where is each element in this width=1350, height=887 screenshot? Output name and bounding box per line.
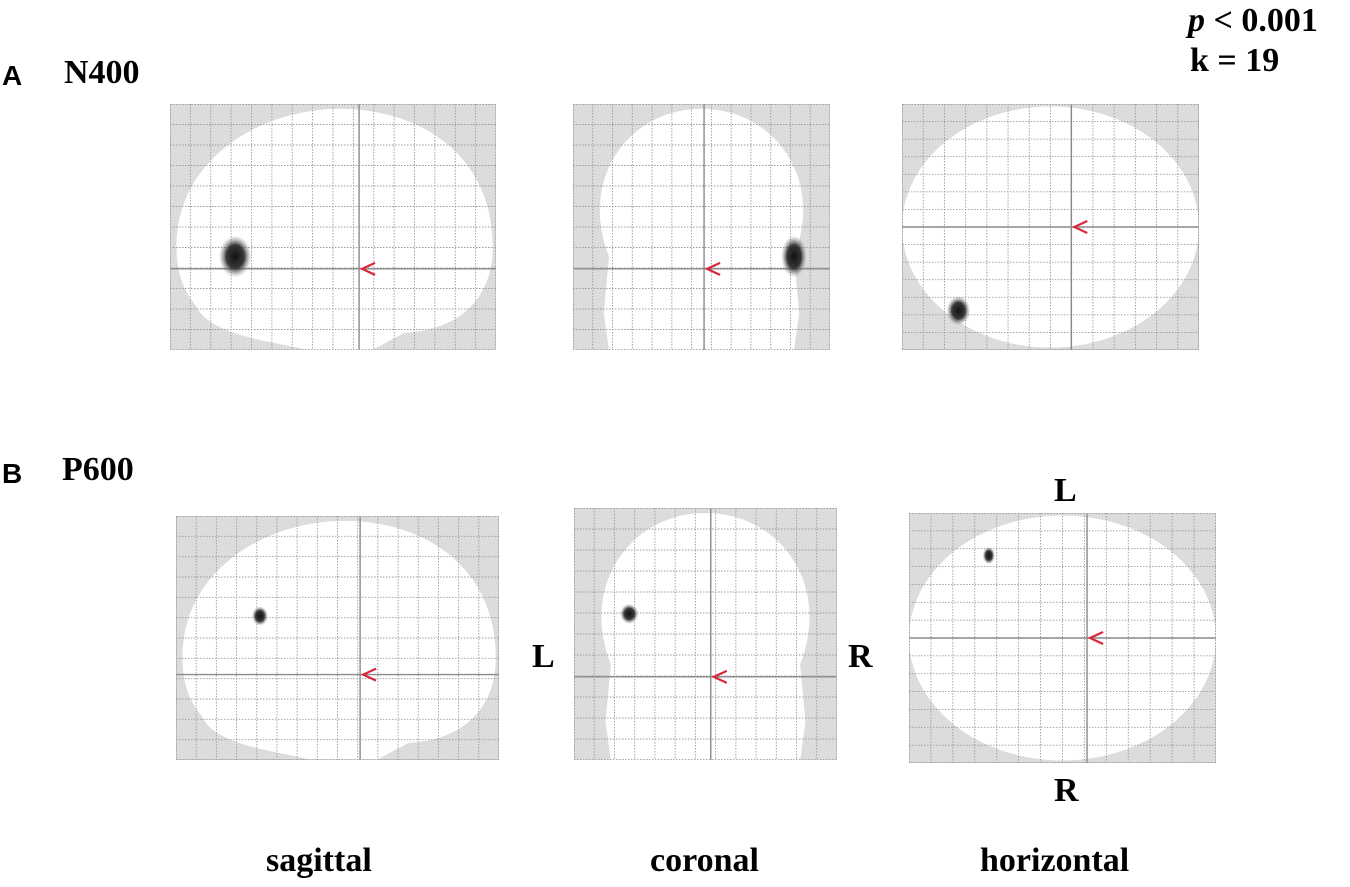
panel-b-title: P600 <box>62 451 134 488</box>
brain-silhouette <box>182 520 496 760</box>
cursor-chevron-icon <box>1071 220 1088 234</box>
glass-brain-svg <box>176 516 499 760</box>
glass-brain-frame <box>573 104 830 350</box>
glass-brain-b-coronal <box>574 508 837 760</box>
glass-brain-a-coronal <box>573 104 830 350</box>
activation-cluster <box>620 603 639 624</box>
activation-cluster <box>251 606 269 626</box>
glass-brain-frame <box>909 513 1216 763</box>
cursor-chevron-icon <box>360 667 377 682</box>
glass-brain-svg <box>574 508 837 760</box>
p-symbol: p <box>1188 2 1205 39</box>
activation-cluster <box>218 235 252 278</box>
glass-brain-svg <box>573 104 830 350</box>
glass-brain-svg <box>170 104 496 350</box>
cursor-chevron-icon <box>711 669 728 684</box>
glass-brain-svg <box>902 104 1199 350</box>
cursor-chevron-icon <box>704 261 721 276</box>
glass-brain-a-horizontal <box>902 104 1199 350</box>
p-value: < 0.001 <box>1205 2 1318 39</box>
glass-brain-svg <box>909 513 1216 763</box>
activation-cluster <box>982 546 995 565</box>
glass-brain-frame <box>902 104 1199 350</box>
view-label-sagittal: sagittal <box>266 842 372 879</box>
orient-left-coronal: L <box>532 638 555 675</box>
cursor-chevron-icon <box>1087 631 1104 645</box>
view-label-coronal: coronal <box>650 842 759 879</box>
glass-brain-a-sagittal <box>170 104 496 350</box>
activation-cluster <box>781 235 807 278</box>
panel-a-title: N400 <box>64 54 140 91</box>
brain-silhouette <box>599 108 804 350</box>
view-label-horizontal: horizontal <box>980 842 1130 879</box>
panel-b-letter: B <box>2 458 23 489</box>
orient-right-coronal: R <box>848 638 873 675</box>
brain-silhouette <box>176 108 493 350</box>
glass-brain-frame <box>170 104 496 350</box>
brain-silhouette <box>601 513 810 760</box>
panel-a-letter: A <box>2 60 23 91</box>
glass-brain-b-sagittal <box>176 516 499 760</box>
glass-brain-frame <box>176 516 499 760</box>
orient-left-horizontal: L <box>1054 472 1077 509</box>
cursor-chevron-icon <box>359 261 376 276</box>
orient-right-horizontal: R <box>1054 772 1079 809</box>
stat-cluster-size: k = 19 <box>1190 42 1280 79</box>
stat-threshold: p < 0.001 <box>1188 2 1318 40</box>
glass-brain-b-horizontal <box>909 513 1216 763</box>
activation-cluster <box>946 295 971 326</box>
glass-brain-frame <box>574 508 837 760</box>
